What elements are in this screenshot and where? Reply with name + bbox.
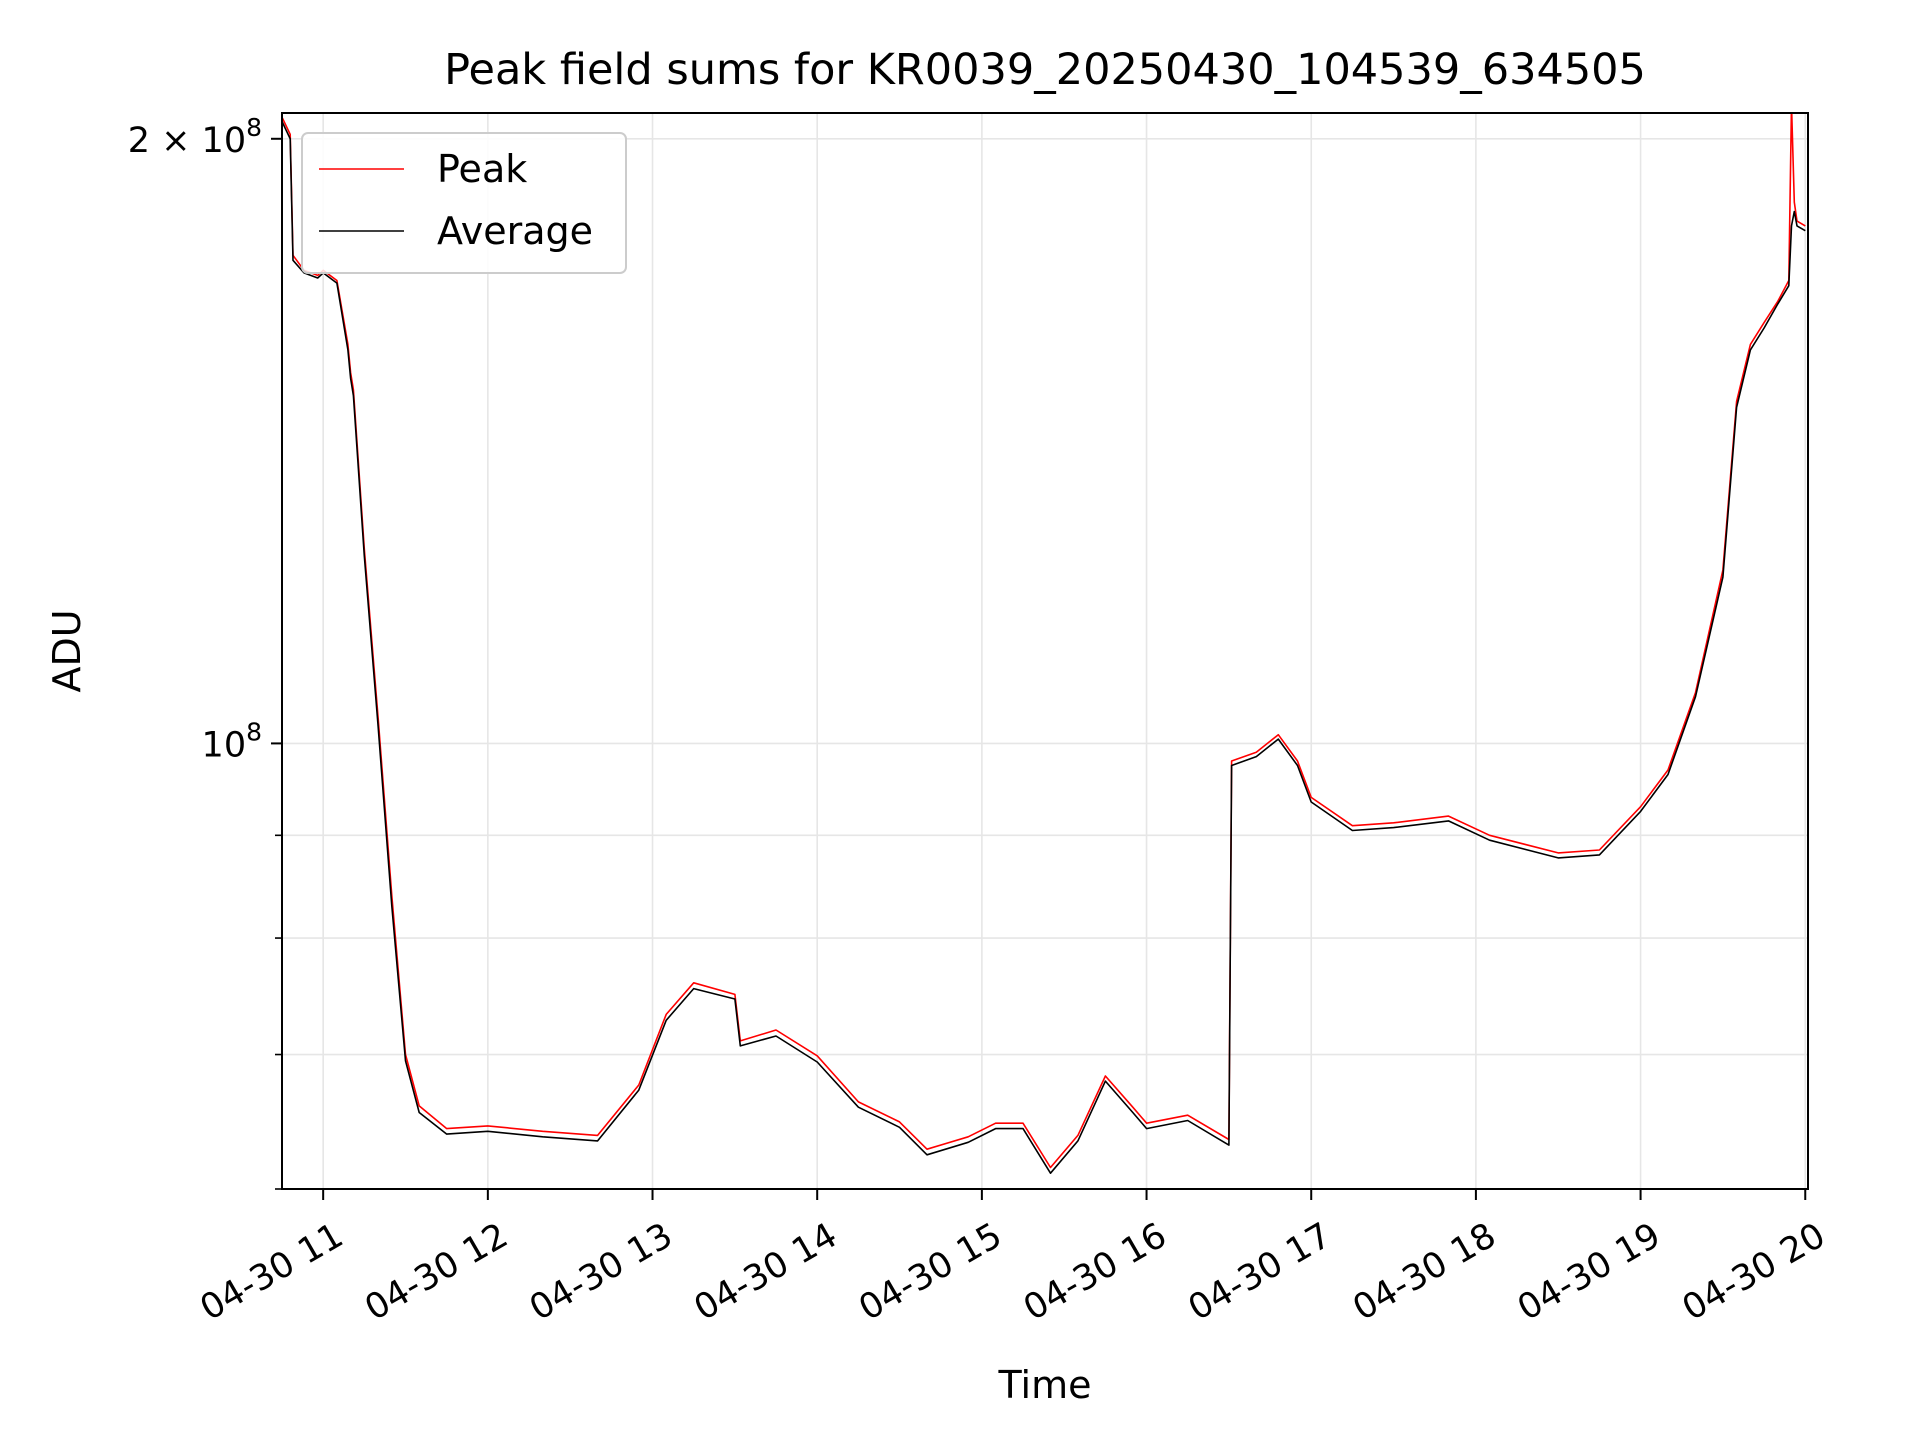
legend: Peak Average <box>301 132 627 274</box>
y-tick-label: 2 × 108 <box>128 113 262 161</box>
x-axis-label: Time <box>998 1363 1092 1407</box>
plot-series <box>282 113 1806 1174</box>
plot-frame <box>281 112 1809 1190</box>
legend-label-peak: Peak <box>437 147 527 191</box>
legend-label-average: Average <box>437 209 593 253</box>
y-axis-label: ADU <box>45 609 89 692</box>
chart-title: Peak field sums for KR0039_20250430_1045… <box>444 45 1646 95</box>
legend-box <box>301 132 627 274</box>
y-tick-label: 108 <box>202 717 262 765</box>
grid-lines <box>282 113 1808 1190</box>
y-axis: 2 × 108 108 <box>128 113 282 1190</box>
series-line-average <box>282 121 1806 1174</box>
